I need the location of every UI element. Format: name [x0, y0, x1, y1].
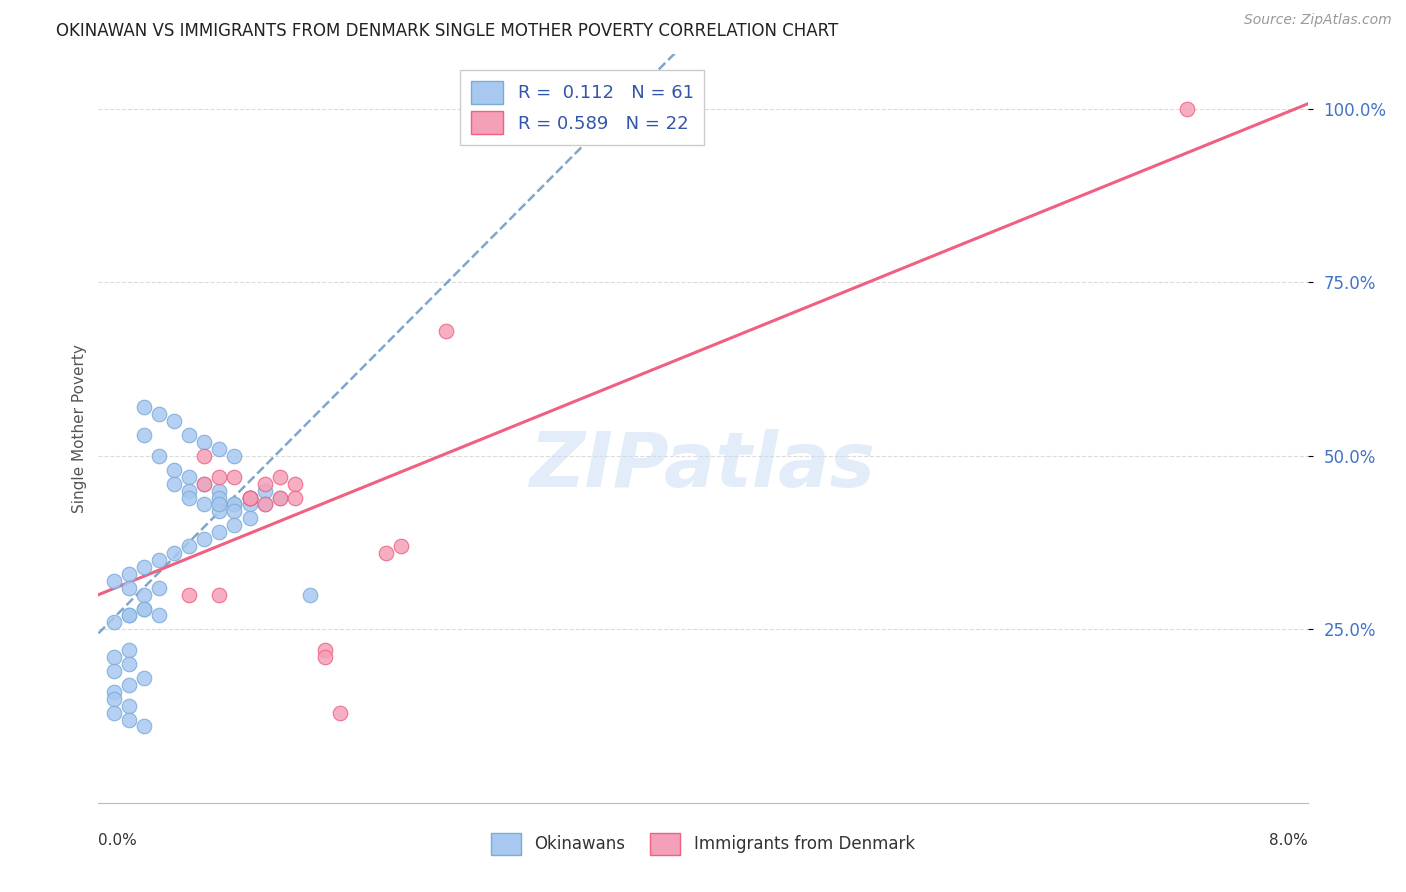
- Point: [132, 719, 155, 733]
- Point: [299, 588, 322, 602]
- Point: [224, 449, 246, 463]
- Point: [224, 518, 246, 533]
- Point: [208, 498, 231, 512]
- Text: Source: ZipAtlas.com: Source: ZipAtlas.com: [1244, 13, 1392, 28]
- Point: [389, 539, 412, 553]
- Point: [193, 476, 215, 491]
- Point: [269, 491, 291, 505]
- Point: [118, 713, 141, 727]
- Point: [253, 476, 276, 491]
- Point: [269, 491, 291, 505]
- Text: ZIPatlas: ZIPatlas: [530, 429, 876, 502]
- Point: [148, 407, 170, 421]
- Point: [132, 428, 155, 442]
- Point: [239, 491, 262, 505]
- Point: [224, 498, 246, 512]
- Point: [103, 664, 125, 678]
- Point: [253, 483, 276, 498]
- Point: [148, 449, 170, 463]
- Point: [163, 414, 186, 428]
- Point: [314, 643, 336, 657]
- Text: 8.0%: 8.0%: [1268, 833, 1308, 847]
- Point: [239, 491, 262, 505]
- Text: 0.0%: 0.0%: [98, 833, 138, 847]
- Point: [224, 469, 246, 483]
- Point: [193, 532, 215, 546]
- Point: [193, 449, 215, 463]
- Point: [239, 498, 262, 512]
- Point: [148, 608, 170, 623]
- Point: [132, 671, 155, 685]
- Point: [179, 428, 201, 442]
- Point: [208, 483, 231, 498]
- Text: OKINAWAN VS IMMIGRANTS FROM DENMARK SINGLE MOTHER POVERTY CORRELATION CHART: OKINAWAN VS IMMIGRANTS FROM DENMARK SING…: [56, 22, 838, 40]
- Point: [118, 566, 141, 581]
- Point: [103, 574, 125, 588]
- Point: [163, 463, 186, 477]
- Point: [208, 588, 231, 602]
- Point: [103, 685, 125, 699]
- Point: [374, 546, 396, 560]
- Point: [329, 706, 352, 720]
- Point: [269, 469, 291, 483]
- Point: [208, 442, 231, 456]
- Point: [103, 615, 125, 630]
- Point: [253, 498, 276, 512]
- Point: [103, 691, 125, 706]
- Point: [434, 324, 457, 338]
- Point: [103, 650, 125, 665]
- Point: [224, 504, 246, 518]
- Point: [1175, 102, 1198, 116]
- Point: [193, 435, 215, 450]
- Point: [253, 498, 276, 512]
- Y-axis label: Single Mother Poverty: Single Mother Poverty: [72, 343, 87, 513]
- Point: [179, 483, 201, 498]
- Point: [284, 476, 307, 491]
- Point: [118, 698, 141, 713]
- Point: [179, 469, 201, 483]
- Point: [132, 601, 155, 615]
- Point: [118, 581, 141, 595]
- Point: [193, 498, 215, 512]
- Legend: Okinawans, Immigrants from Denmark: Okinawans, Immigrants from Denmark: [485, 827, 921, 862]
- Point: [118, 657, 141, 671]
- Point: [193, 476, 215, 491]
- Legend: R =  0.112   N = 61, R = 0.589   N = 22: R = 0.112 N = 61, R = 0.589 N = 22: [460, 70, 704, 145]
- Point: [132, 601, 155, 615]
- Point: [132, 401, 155, 415]
- Point: [118, 678, 141, 692]
- Point: [132, 588, 155, 602]
- Point: [239, 491, 262, 505]
- Point: [284, 491, 307, 505]
- Point: [179, 588, 201, 602]
- Point: [179, 539, 201, 553]
- Point: [208, 504, 231, 518]
- Point: [103, 706, 125, 720]
- Point: [208, 491, 231, 505]
- Point: [224, 498, 246, 512]
- Point: [179, 491, 201, 505]
- Point: [163, 546, 186, 560]
- Point: [118, 608, 141, 623]
- Point: [239, 511, 262, 525]
- Point: [118, 608, 141, 623]
- Point: [148, 553, 170, 567]
- Point: [208, 525, 231, 540]
- Point: [132, 560, 155, 574]
- Point: [148, 581, 170, 595]
- Point: [163, 476, 186, 491]
- Point: [239, 491, 262, 505]
- Point: [239, 491, 262, 505]
- Point: [208, 469, 231, 483]
- Point: [314, 650, 336, 665]
- Point: [118, 643, 141, 657]
